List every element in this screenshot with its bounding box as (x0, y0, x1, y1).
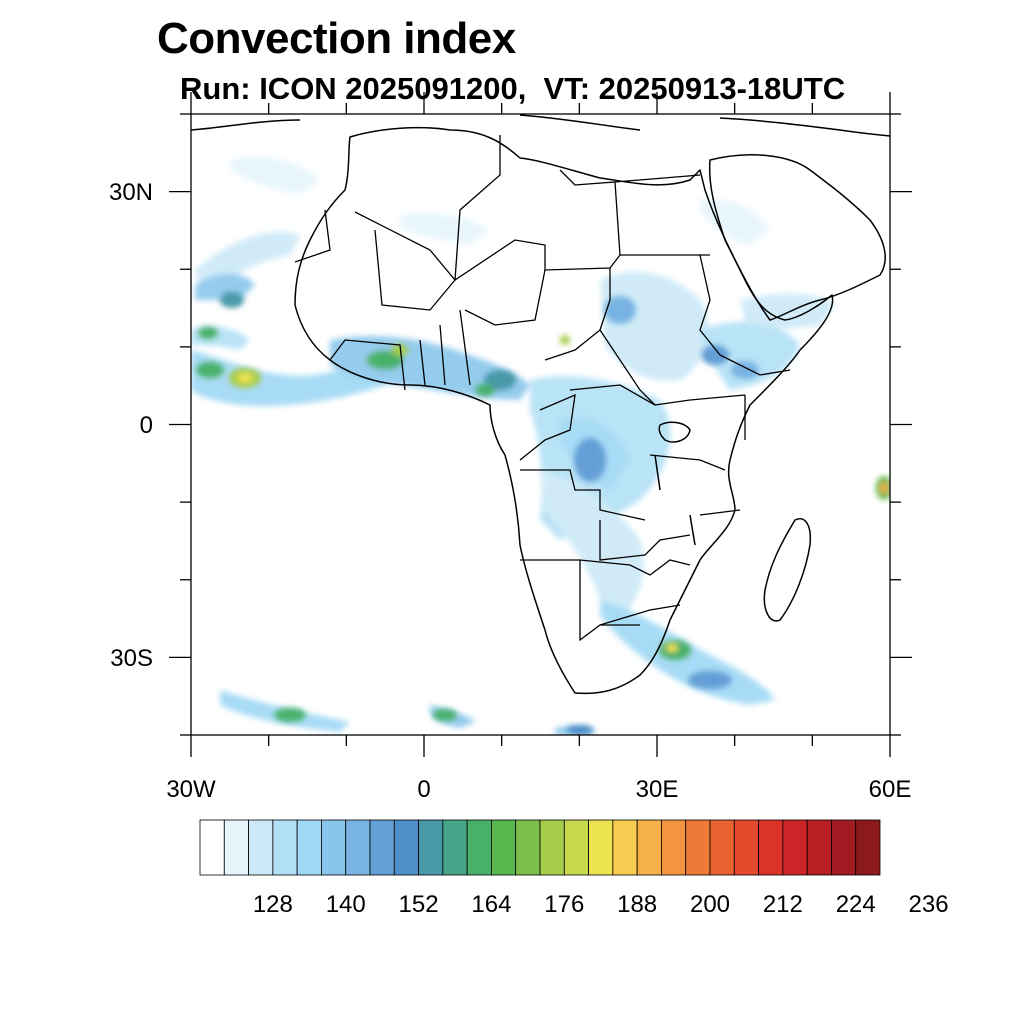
y-tick-label-0: 0 (140, 412, 153, 439)
colorbar-box (223, 819, 249, 876)
colorbar-box (296, 819, 322, 876)
colorbar-box (831, 819, 857, 876)
axis-ticks (169, 92, 912, 757)
colorbar-box (248, 819, 274, 876)
colorbar-label: 152 (399, 891, 439, 918)
colorbar-box (442, 819, 468, 876)
x-tick-label-0: 0 (417, 776, 430, 803)
colorbar-label: 164 (471, 891, 511, 918)
colorbar-box (685, 819, 711, 876)
colorbar-box (345, 819, 371, 876)
colorbar-label: 212 (763, 891, 803, 918)
colorbar-box (466, 819, 492, 876)
y-tick-label-30n: 30N (109, 179, 153, 206)
x-tick-label-30e: 30E (636, 776, 679, 803)
colorbar-box (806, 819, 832, 876)
y-axis-labels: 30N 0 30S (109, 179, 153, 672)
colorbar (199, 819, 881, 876)
x-axis-labels: 30W 0 30E 60E (166, 776, 911, 803)
colorbar-box (563, 819, 589, 876)
colorbar-box (369, 819, 395, 876)
colorbar-box (612, 819, 638, 876)
colorbar-box (491, 819, 517, 876)
colorbar-label: 224 (836, 891, 876, 918)
chart-subtitle: Run: ICON 2025091200, VT: 20250913-18UTC (180, 71, 846, 106)
colorbar-labels: 128 140 152 164 176 188 200 212 224 236 (253, 891, 949, 918)
colorbar-box (636, 819, 662, 876)
colorbar-box (733, 819, 759, 876)
colorbar-box (272, 819, 298, 876)
colorbar-box (855, 819, 881, 876)
colorbar-box (393, 819, 419, 876)
colorbar-box (321, 819, 347, 876)
y-tick-label-30s: 30S (110, 645, 153, 672)
colorbar-box (418, 819, 444, 876)
colorbar-box (515, 819, 541, 876)
colorbar-label: 128 (253, 891, 293, 918)
country-borders (294, 135, 791, 642)
colorbar-label: 188 (617, 891, 657, 918)
colorbar-box (199, 819, 225, 876)
convection-field (191, 156, 890, 735)
coastlines (191, 114, 890, 695)
colorbar-box (758, 819, 784, 876)
colorbar-box (661, 819, 687, 876)
x-tick-label-60e: 60E (869, 776, 912, 803)
colorbar-label: 236 (909, 891, 949, 918)
colorbar-label: 140 (326, 891, 366, 918)
colorbar-label: 200 (690, 891, 730, 918)
x-tick-label-30w: 30W (166, 776, 216, 803)
chart-title: Convection index (157, 14, 516, 63)
colorbar-box (539, 819, 565, 876)
colorbar-box (709, 819, 735, 876)
colorbar-label: 176 (544, 891, 584, 918)
colorbar-box (782, 819, 808, 876)
colorbar-box (588, 819, 614, 876)
